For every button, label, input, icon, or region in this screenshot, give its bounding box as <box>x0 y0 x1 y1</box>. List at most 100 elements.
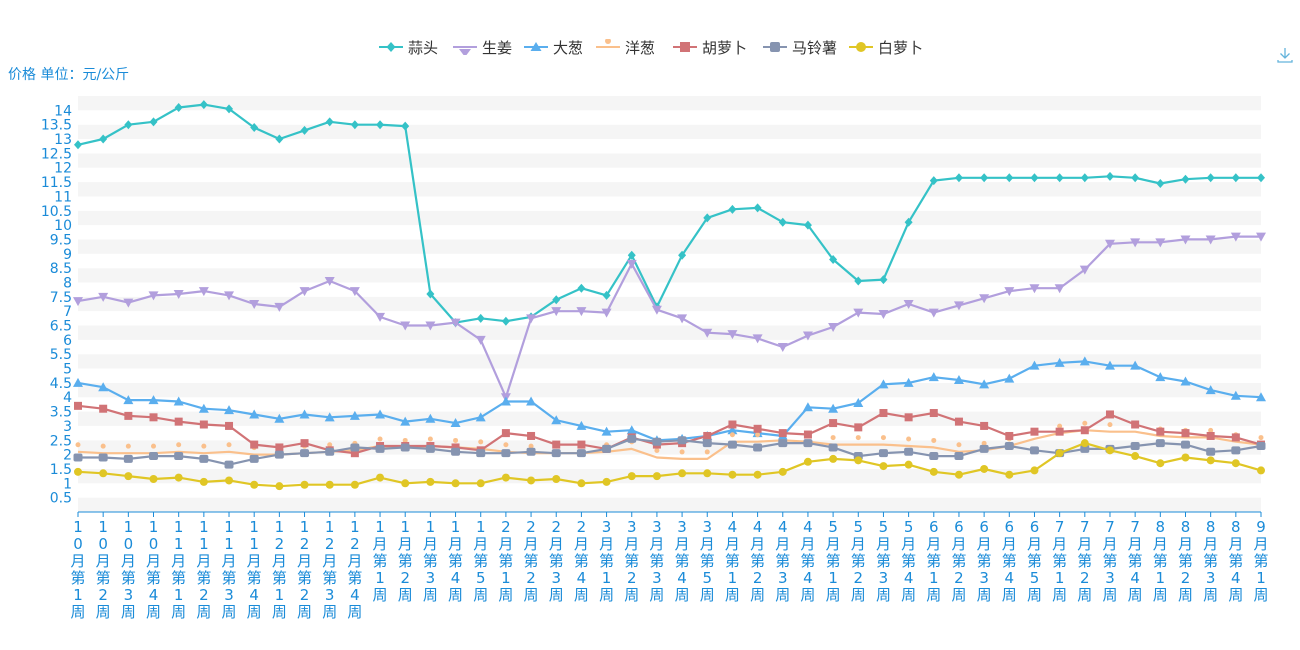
data-point[interactable] <box>602 444 612 453</box>
data-point[interactable] <box>1130 442 1140 451</box>
data-point[interactable] <box>450 318 461 328</box>
data-point[interactable] <box>778 217 787 227</box>
data-point[interactable] <box>174 452 184 461</box>
data-point[interactable] <box>729 432 735 438</box>
data-point[interactable] <box>980 173 989 183</box>
data-point[interactable] <box>350 120 359 130</box>
data-point[interactable] <box>981 440 987 446</box>
data-point[interactable] <box>1231 433 1240 442</box>
data-point[interactable] <box>225 104 234 114</box>
data-point[interactable] <box>501 429 510 438</box>
data-point[interactable] <box>275 443 284 452</box>
data-point[interactable] <box>601 308 612 318</box>
data-point[interactable] <box>98 453 108 462</box>
data-point[interactable] <box>123 395 134 405</box>
data-point[interactable] <box>903 300 914 309</box>
data-point[interactable] <box>225 421 234 430</box>
data-point[interactable] <box>627 250 636 260</box>
data-point[interactable] <box>702 328 713 338</box>
data-point[interactable] <box>74 467 82 476</box>
data-point[interactable] <box>1005 470 1014 479</box>
data-point[interactable] <box>728 204 737 214</box>
data-point[interactable] <box>349 410 360 420</box>
data-point[interactable] <box>1030 173 1039 183</box>
data-point[interactable] <box>1130 238 1141 248</box>
data-point[interactable] <box>1005 431 1014 440</box>
data-point[interactable] <box>752 334 763 344</box>
data-point[interactable] <box>425 444 435 453</box>
data-point[interactable] <box>427 436 433 442</box>
data-point[interactable] <box>880 435 886 441</box>
data-point[interactable] <box>425 321 436 331</box>
data-point[interactable] <box>275 482 284 491</box>
data-point[interactable] <box>602 477 611 486</box>
data-point[interactable] <box>250 440 259 449</box>
data-point[interactable] <box>1080 444 1090 453</box>
data-point[interactable] <box>1130 360 1141 370</box>
data-point[interactable] <box>149 452 159 461</box>
data-point[interactable] <box>755 432 761 438</box>
data-point[interactable] <box>904 217 913 227</box>
data-point[interactable] <box>250 480 259 489</box>
legend-item[interactable]: 蒜头 <box>378 36 438 58</box>
data-point[interactable] <box>551 415 562 425</box>
data-point[interactable] <box>727 330 738 340</box>
data-point[interactable] <box>1180 235 1191 245</box>
data-point[interactable] <box>903 377 914 387</box>
data-point[interactable] <box>954 417 963 426</box>
data-point[interactable] <box>199 477 208 486</box>
data-point[interactable] <box>249 454 259 463</box>
data-point[interactable] <box>753 470 762 479</box>
data-point[interactable] <box>148 291 159 301</box>
data-point[interactable] <box>99 134 108 144</box>
data-point[interactable] <box>173 289 184 299</box>
data-point[interactable] <box>224 460 234 469</box>
data-point[interactable] <box>327 442 333 448</box>
data-point[interactable] <box>552 475 561 484</box>
data-point[interactable] <box>201 443 207 449</box>
data-point[interactable] <box>576 420 587 430</box>
data-point[interactable] <box>176 442 182 448</box>
data-point[interactable] <box>325 117 334 127</box>
data-point[interactable] <box>1156 459 1165 468</box>
data-point[interactable] <box>703 213 712 223</box>
data-point[interactable] <box>1208 427 1214 433</box>
data-point[interactable] <box>1181 453 1190 462</box>
data-point[interactable] <box>1030 466 1039 475</box>
data-point[interactable] <box>929 409 938 418</box>
data-point[interactable] <box>728 470 737 479</box>
data-point[interactable] <box>1205 235 1216 245</box>
data-point[interactable] <box>626 259 637 269</box>
data-point[interactable] <box>501 473 510 482</box>
data-point[interactable] <box>400 321 411 331</box>
data-point[interactable] <box>1079 356 1090 366</box>
data-point[interactable] <box>501 449 511 458</box>
data-point[interactable] <box>953 301 964 311</box>
legend-item[interactable]: 洋葱 <box>595 36 655 58</box>
download-icon[interactable] <box>1276 46 1294 64</box>
data-point[interactable] <box>400 416 411 426</box>
data-point[interactable] <box>953 375 964 385</box>
data-point[interactable] <box>853 397 864 407</box>
data-point[interactable] <box>1104 360 1115 370</box>
data-point[interactable] <box>1079 265 1090 275</box>
data-point[interactable] <box>475 335 486 345</box>
data-point[interactable] <box>601 426 612 436</box>
data-point[interactable] <box>854 456 863 465</box>
data-point[interactable] <box>503 442 509 448</box>
data-point[interactable] <box>124 411 133 420</box>
data-point[interactable] <box>224 405 235 415</box>
data-point[interactable] <box>1054 357 1065 367</box>
data-point[interactable] <box>73 453 83 462</box>
data-point[interactable] <box>1055 449 1064 458</box>
data-point[interactable] <box>275 134 284 144</box>
data-point[interactable] <box>904 413 913 422</box>
data-point[interactable] <box>350 480 359 489</box>
data-point[interactable] <box>475 412 486 422</box>
data-point[interactable] <box>728 420 737 429</box>
data-point[interactable] <box>1205 385 1216 395</box>
data-point[interactable] <box>199 100 208 110</box>
data-point[interactable] <box>98 292 109 302</box>
data-point[interactable] <box>1230 232 1241 242</box>
data-point[interactable] <box>577 440 586 449</box>
